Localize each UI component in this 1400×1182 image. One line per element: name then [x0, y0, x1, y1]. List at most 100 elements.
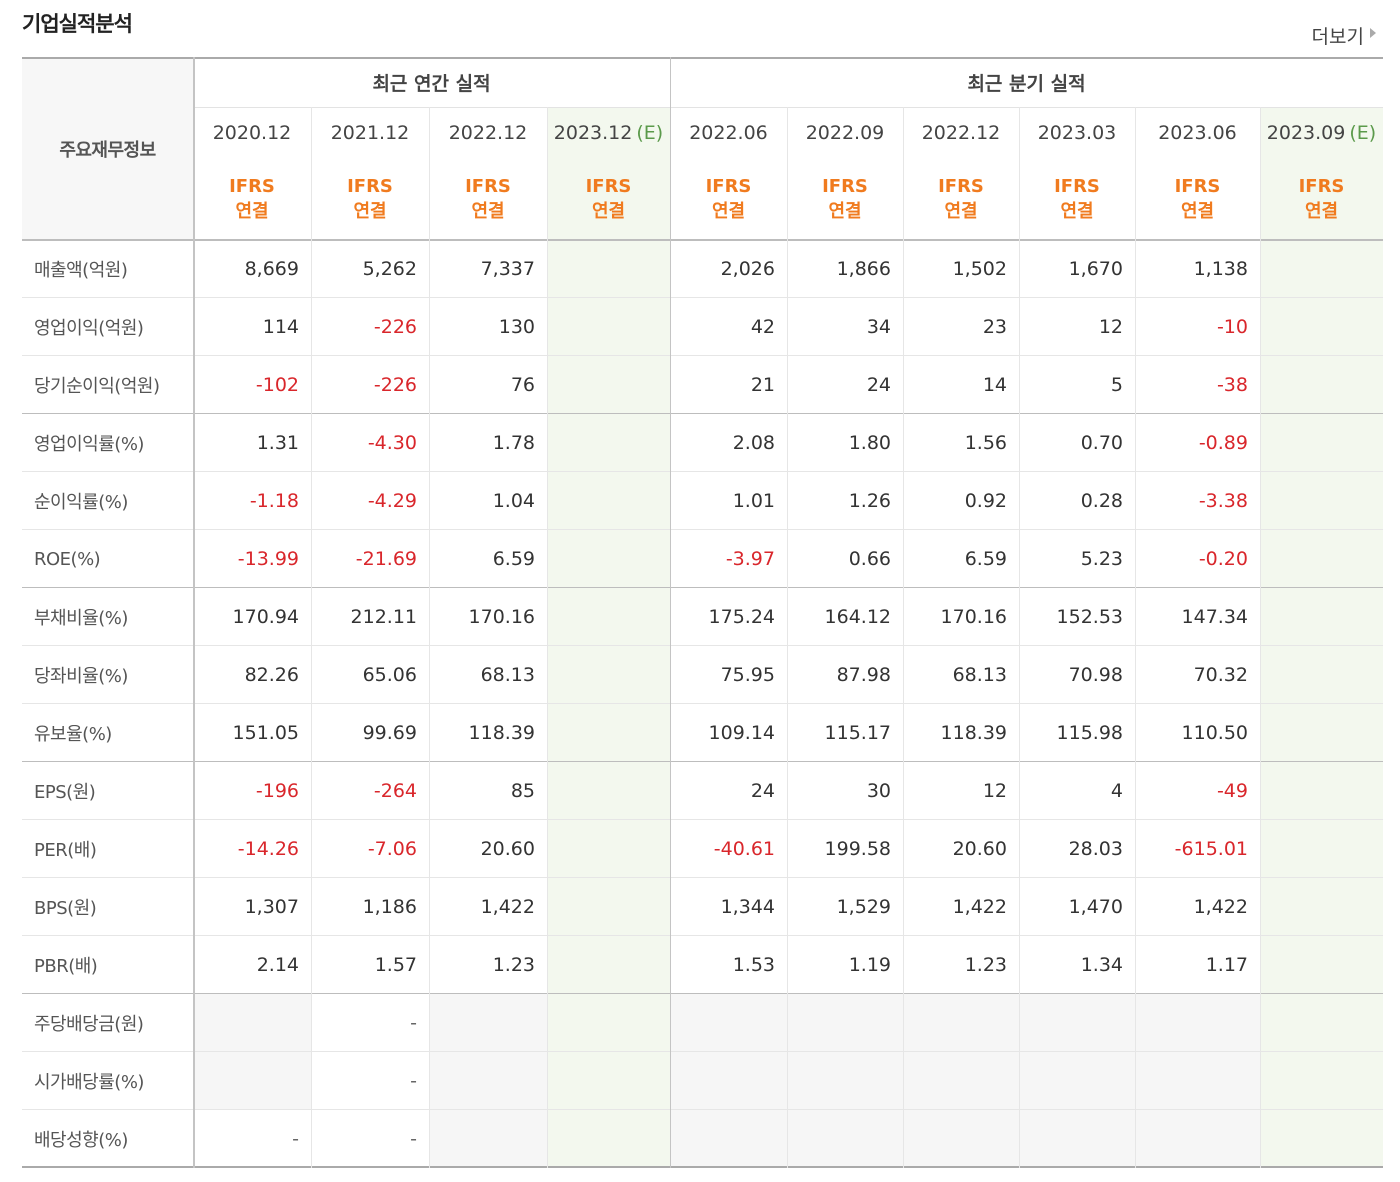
- value-cell: 110.50: [1181, 722, 1248, 744]
- value-cell: 1.04: [492, 490, 535, 512]
- empty-cell: [193, 1052, 311, 1110]
- value-cell: 0.70: [1080, 432, 1123, 454]
- row-label: 영업이익률(%): [34, 434, 144, 455]
- value-cell: 115.98: [1056, 722, 1123, 744]
- value-cell: -38: [1216, 374, 1248, 396]
- value-cell: 164.12: [824, 606, 891, 628]
- row-label: 배당성향(%): [34, 1130, 128, 1151]
- empty-cell: [1135, 994, 1260, 1052]
- period: 2023.06: [1158, 121, 1237, 144]
- row-label: 매출액(억원): [34, 260, 128, 281]
- standard: IFRS: [1174, 176, 1221, 197]
- row-line: [22, 355, 1383, 356]
- value-cell: 114: [262, 316, 299, 338]
- corner-label: 주요재무정보: [59, 139, 156, 161]
- row-label: 부채비율(%): [34, 608, 128, 629]
- period: 2023.09: [1266, 121, 1346, 144]
- value-cell: 1.01: [732, 490, 775, 512]
- period-header: 2023.09 (E): [1260, 107, 1383, 158]
- empty-cell: [670, 1052, 787, 1110]
- value-cell: 115.17: [824, 722, 891, 744]
- value-cell: 1.57: [374, 954, 417, 976]
- value-cell: -226: [373, 316, 417, 338]
- value-cell: -: [410, 1012, 417, 1034]
- scope: 연결: [944, 201, 978, 222]
- empty-cell: [1019, 1110, 1135, 1168]
- value-cell: 28.03: [1068, 838, 1123, 860]
- standard: IFRS: [585, 176, 632, 197]
- value-cell: 4: [1110, 780, 1123, 802]
- value-cell: 2.14: [256, 954, 299, 976]
- basis-header: IFRS 연결: [311, 158, 429, 240]
- value-cell: 151.05: [232, 722, 299, 744]
- column-line: [903, 107, 904, 1168]
- row-line: [22, 587, 1383, 588]
- period: 2020.12: [212, 121, 292, 144]
- row-line: [22, 993, 1383, 994]
- value-cell: 70.98: [1068, 664, 1123, 686]
- standard: IFRS: [465, 176, 511, 197]
- value-cell: -102: [255, 374, 299, 396]
- value-cell: -21.69: [355, 548, 417, 570]
- value-cell: 1,670: [1068, 258, 1123, 280]
- value-cell: 147.34: [1181, 606, 1248, 628]
- basis-header: IFRS 연결: [1135, 158, 1260, 240]
- row-line: [22, 819, 1383, 820]
- value-cell: 199.58: [824, 838, 891, 860]
- value-cell: -196: [255, 780, 299, 802]
- scope: 연결: [471, 201, 505, 222]
- value-cell: 6.59: [492, 548, 535, 570]
- scope: 연결: [235, 201, 269, 222]
- value-cell: 1,866: [836, 258, 891, 280]
- value-cell: -49: [1216, 780, 1248, 802]
- more-link[interactable]: 더보기: [1311, 26, 1364, 48]
- scope: 연결: [711, 201, 746, 222]
- standard: IFRS: [938, 176, 984, 197]
- basis-header: IFRS 연결: [193, 158, 311, 240]
- value-cell: 5: [1110, 374, 1123, 396]
- basis-header: IFRS 연결: [670, 158, 787, 240]
- period: 2021.12: [330, 121, 410, 144]
- period: 2023.12: [553, 121, 633, 144]
- value-cell: 34: [866, 316, 891, 338]
- value-cell: 170.16: [940, 606, 1007, 628]
- row-label: BPS(원): [34, 898, 97, 919]
- row-label: 영업이익(억원): [34, 318, 144, 339]
- value-cell: -4.30: [367, 432, 417, 454]
- row-line: [22, 1109, 1383, 1110]
- value-cell: 24: [866, 374, 891, 396]
- value-cell: -4.29: [367, 490, 417, 512]
- row-label: 당좌비율(%): [34, 666, 128, 687]
- scope: 연결: [1304, 201, 1339, 222]
- value-cell: 1.80: [848, 432, 891, 454]
- standard: IFRS: [1298, 176, 1345, 197]
- value-cell: 2,026: [720, 258, 775, 280]
- row-label: 시가배당률(%): [34, 1072, 144, 1093]
- value-cell: 1,422: [952, 896, 1007, 918]
- empty-cell: [429, 1110, 547, 1168]
- value-cell: 70.32: [1193, 664, 1248, 686]
- empty-cell: [787, 1110, 903, 1168]
- value-cell: -1.18: [249, 490, 299, 512]
- value-cell: 0.92: [964, 490, 1007, 512]
- value-cell: 1.78: [492, 432, 535, 454]
- label-column-line: [193, 57, 195, 1168]
- group-header: 최근 분기 실적: [967, 72, 1086, 95]
- corner-bg: [22, 57, 193, 240]
- scope: 연결: [828, 201, 862, 222]
- value-cell: 109.14: [708, 722, 775, 744]
- value-cell: -: [410, 1070, 417, 1092]
- value-cell: 1,138: [1193, 258, 1248, 280]
- value-cell: 1.31: [256, 432, 299, 454]
- empty-cell: [429, 1052, 547, 1110]
- row-label: 당기순이익(억원): [34, 376, 160, 397]
- value-cell: -3.97: [725, 548, 775, 570]
- column-line: [1260, 107, 1261, 1168]
- value-cell: 5.23: [1080, 548, 1123, 570]
- row-line: [22, 935, 1383, 936]
- value-cell: 152.53: [1056, 606, 1123, 628]
- value-cell: 12: [1098, 316, 1123, 338]
- row-line: [22, 413, 1383, 414]
- value-cell: -7.06: [367, 838, 417, 860]
